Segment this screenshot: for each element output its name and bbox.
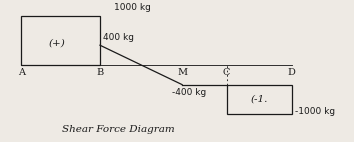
Text: -400 kg: -400 kg (172, 88, 206, 97)
Text: Shear Force Diagram: Shear Force Diagram (62, 125, 175, 134)
Text: A: A (18, 68, 25, 77)
Text: -1000 kg: -1000 kg (295, 107, 335, 116)
Text: B: B (96, 68, 104, 77)
Text: 1000 kg: 1000 kg (114, 3, 150, 12)
Text: 400 kg: 400 kg (103, 33, 135, 42)
Text: C: C (223, 68, 230, 77)
Text: (-1.: (-1. (251, 95, 268, 104)
Text: (+): (+) (49, 38, 65, 47)
Text: M: M (177, 68, 187, 77)
Text: D: D (288, 68, 296, 77)
